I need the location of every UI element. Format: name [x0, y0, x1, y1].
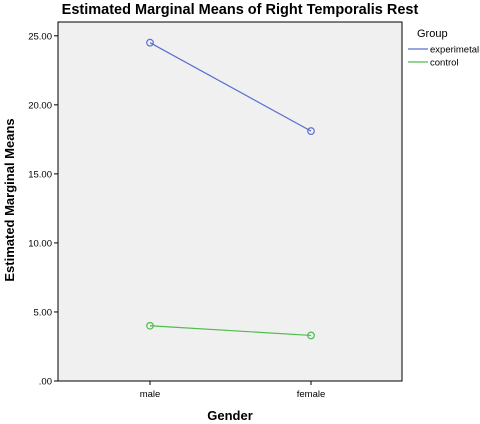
- y-tick-label: 15.00: [28, 169, 52, 180]
- series-line-experimetal: [149, 42, 312, 132]
- series-layer: [146, 38, 315, 340]
- data-point-control-male: [146, 321, 154, 330]
- y-axis: .00 5.00 10.00 15.00 20.00 25.00: [28, 31, 58, 388]
- y-tick-label: 25.00: [28, 31, 52, 42]
- legend-label-experimetal: experimetal: [430, 45, 479, 56]
- data-point-experimetal-female: [307, 127, 315, 135]
- y-axis-title: Estimated Marginal Means: [2, 118, 17, 281]
- legend: Group experimetal control: [408, 28, 479, 69]
- x-tick-label: female: [297, 389, 326, 400]
- legend-title: Group: [417, 28, 448, 40]
- plot-area: [57, 21, 403, 382]
- x-axis: male female: [140, 381, 326, 400]
- y-tick-label: .00: [39, 377, 52, 388]
- x-axis-title: Gender: [207, 408, 253, 423]
- legend-label-control: control: [430, 58, 459, 69]
- chart-title: Estimated Marginal Means of Right Tempor…: [62, 2, 419, 18]
- y-tick-label: 10.00: [28, 238, 52, 249]
- y-tick-label: 20.00: [28, 100, 52, 111]
- series-line-control: [149, 325, 312, 337]
- data-point-control-female: [307, 331, 315, 340]
- x-tick-label: male: [140, 389, 161, 400]
- y-tick-label: 5.00: [34, 307, 53, 318]
- data-point-experimetal-male: [146, 38, 154, 47]
